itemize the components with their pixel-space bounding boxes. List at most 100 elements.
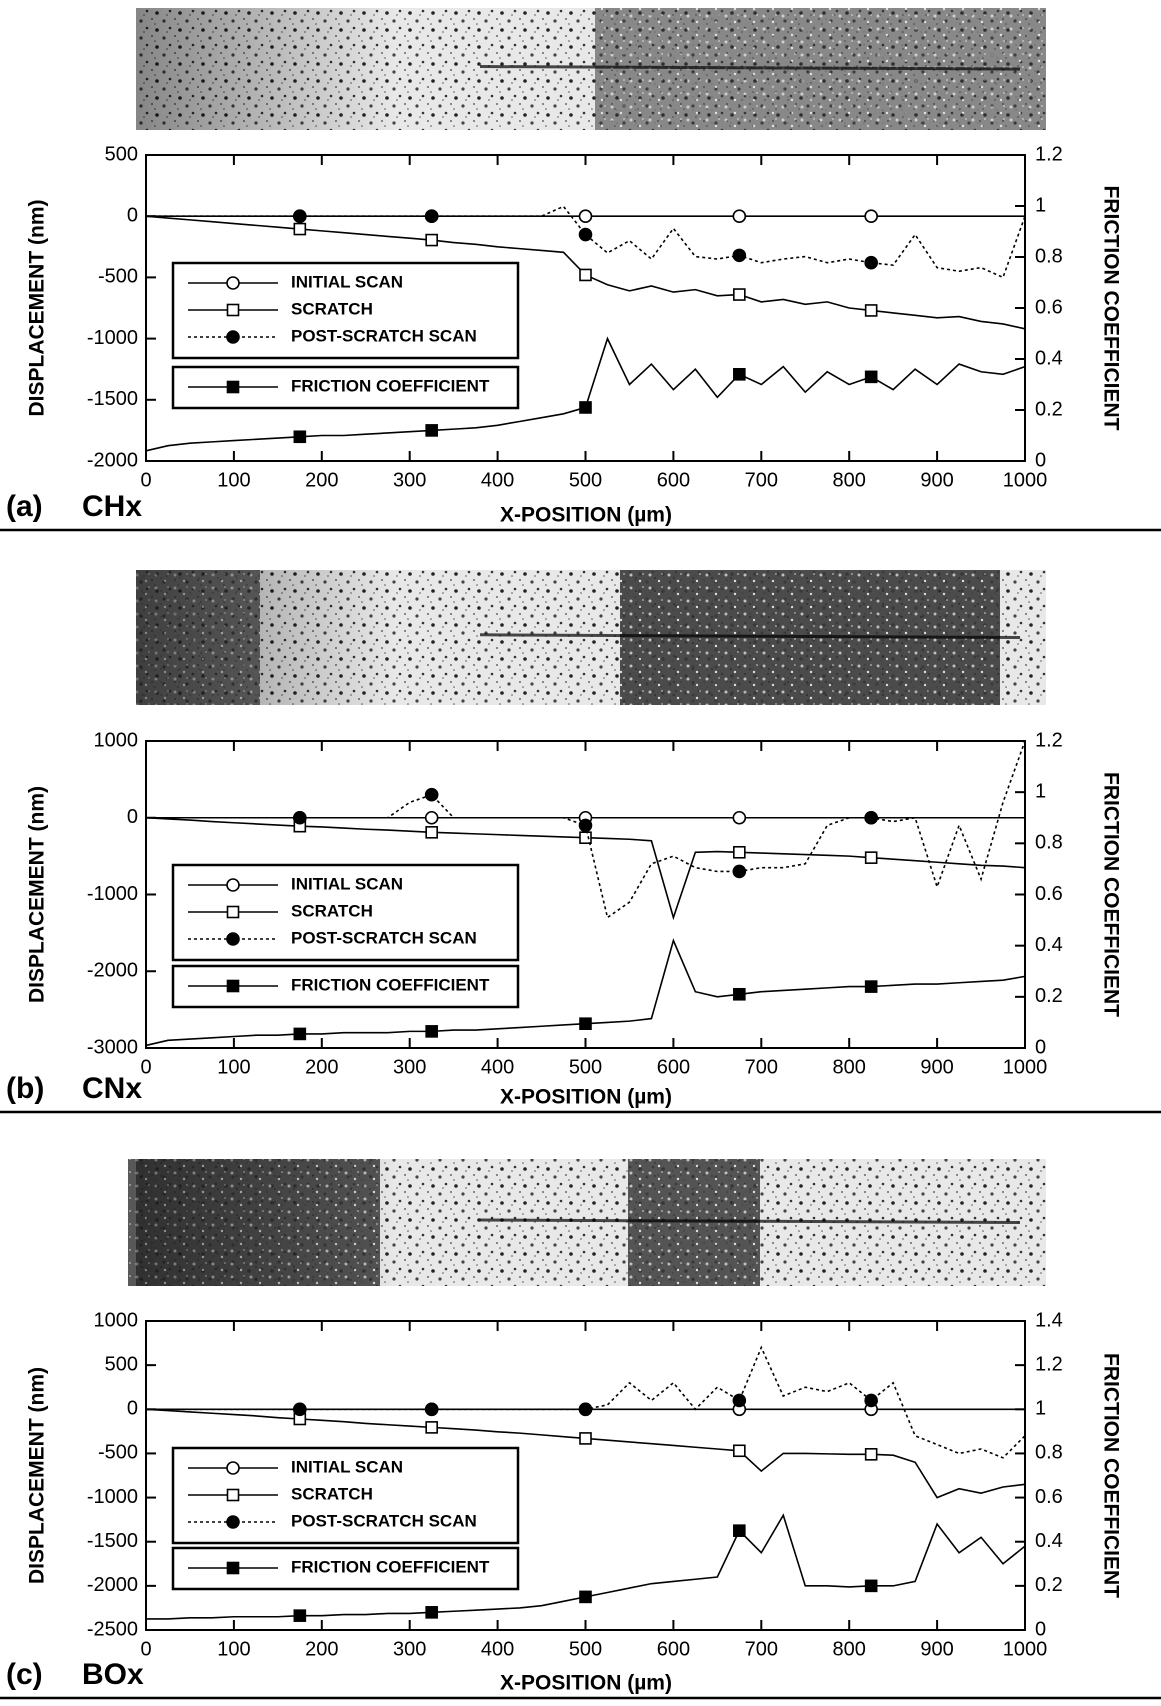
y-tick-label: -2000 — [87, 1574, 138, 1596]
x-axis-title: X-POSITION (µm) — [500, 1672, 672, 1695]
x-tick-label: 200 — [305, 469, 338, 491]
y2-tick-label: 1 — [1035, 194, 1046, 216]
y2-tick-label: 0 — [1035, 449, 1046, 471]
x-tick-label: 800 — [833, 1056, 866, 1078]
x-tick-label: 900 — [920, 1056, 953, 1078]
marker — [733, 288, 746, 301]
marker — [864, 980, 878, 993]
legend-label: POST-SCRATCH SCAN — [291, 928, 477, 947]
x-tick-label: 100 — [217, 469, 250, 491]
x-tick-label: 0 — [140, 1638, 151, 1660]
marker — [424, 1402, 439, 1417]
x-tick-label: 1000 — [1003, 469, 1048, 491]
y2-tick-label: 0.4 — [1035, 1530, 1063, 1552]
y2-tick-label: 0 — [1035, 1618, 1046, 1640]
y2-tick-label: 0.4 — [1035, 934, 1063, 956]
y-tick-label: -2500 — [87, 1618, 138, 1640]
marker — [293, 1027, 307, 1041]
marker — [864, 255, 878, 270]
x-tick-label: 300 — [393, 1056, 426, 1078]
marker — [733, 845, 746, 859]
y2-tick-label: 0.8 — [1035, 1442, 1063, 1464]
legend-label: FRICTION COEFFICIENT — [291, 1557, 490, 1576]
marker — [424, 209, 439, 223]
legend-label: INITIAL SCAN — [291, 272, 403, 291]
y-tick-label: -2000 — [87, 449, 138, 471]
marker — [425, 233, 438, 247]
panel-title: BOx — [82, 1658, 144, 1691]
marker — [579, 1432, 592, 1445]
marker — [579, 268, 592, 282]
marker — [578, 818, 593, 833]
y-tick-label: 0 — [127, 204, 138, 226]
y2-axis-title: FRICTION COEFFICIENT — [1099, 186, 1122, 431]
x-tick-label: 200 — [305, 1638, 338, 1660]
marker — [732, 248, 747, 263]
marker — [579, 1017, 592, 1030]
marker — [425, 826, 438, 839]
panel-label: (b) — [6, 1072, 44, 1105]
panel-title: CHx — [82, 490, 142, 523]
legend-marker — [226, 303, 240, 317]
legend-label: POST-SCRATCH SCAN — [291, 326, 477, 345]
y-axis-title: DISPLACEMENT (nm) — [26, 786, 49, 1003]
panel-label: (a) — [6, 490, 43, 523]
x-tick-label: 700 — [745, 1638, 778, 1660]
y2-axis-title: FRICTION COEFFICIENT — [1099, 1353, 1122, 1598]
legend-marker — [226, 1561, 240, 1575]
y2-tick-label: 1 — [1035, 1398, 1046, 1420]
y-tick-label: -1000 — [87, 327, 138, 349]
y2-tick-label: 1.4 — [1035, 1309, 1063, 1331]
legend-label: INITIAL SCAN — [291, 1457, 403, 1476]
y-tick-label: 500 — [105, 1353, 138, 1375]
marker — [733, 987, 746, 1001]
y2-tick-label: 0.8 — [1035, 245, 1063, 267]
marker — [732, 864, 747, 879]
legend-marker — [226, 380, 240, 394]
marker — [733, 1444, 746, 1458]
y-axis-title: DISPLACEMENT (nm) — [26, 200, 49, 417]
marker — [425, 424, 438, 437]
marker — [733, 1524, 746, 1537]
y2-tick-label: 0 — [1035, 1036, 1046, 1058]
y-tick-label: 1000 — [94, 1309, 139, 1331]
legend-label: INITIAL SCAN — [291, 874, 403, 893]
y2-tick-label: 1.2 — [1035, 1353, 1063, 1375]
legend-label: SCRATCH — [291, 299, 373, 318]
x-tick-label: 900 — [920, 469, 953, 491]
marker — [864, 810, 878, 825]
marker — [864, 304, 878, 317]
y2-tick-label: 0.6 — [1035, 883, 1063, 905]
marker — [425, 1606, 438, 1619]
marker — [424, 810, 439, 825]
x-axis-title: X-POSITION (µm) — [500, 1086, 672, 1109]
legend-marker — [226, 276, 240, 290]
marker — [732, 209, 747, 223]
marker — [732, 1393, 747, 1408]
x-tick-label: 800 — [833, 1638, 866, 1660]
y-tick-label: 0 — [127, 806, 138, 828]
marker — [864, 1393, 878, 1408]
x-tick-label: 400 — [481, 469, 514, 491]
y2-axis-title: FRICTION COEFFICIENT — [1099, 772, 1122, 1017]
y-tick-label: -1500 — [87, 1530, 138, 1552]
x-tick-label: 500 — [569, 469, 602, 491]
x-tick-label: 700 — [745, 1056, 778, 1078]
y-tick-label: -2000 — [87, 960, 138, 982]
y2-tick-label: 0.6 — [1035, 296, 1063, 318]
legend-label: FRICTION COEFFICIENT — [291, 376, 490, 395]
x-tick-label: 600 — [657, 469, 690, 491]
y-tick-label: -1000 — [87, 1486, 138, 1508]
y2-tick-label: 0.2 — [1035, 1574, 1063, 1596]
x-tick-label: 600 — [657, 1056, 690, 1078]
legend-label: SCRATCH — [291, 901, 373, 920]
marker — [864, 851, 878, 864]
x-tick-label: 0 — [140, 469, 151, 491]
y2-tick-label: 1.2 — [1035, 143, 1063, 165]
x-axis-title: X-POSITION (µm) — [500, 504, 672, 527]
y2-tick-label: 1 — [1035, 780, 1046, 802]
marker — [293, 209, 307, 223]
x-tick-label: 700 — [745, 469, 778, 491]
y2-tick-label: 0.4 — [1035, 347, 1063, 369]
panel-label: (c) — [6, 1658, 43, 1691]
